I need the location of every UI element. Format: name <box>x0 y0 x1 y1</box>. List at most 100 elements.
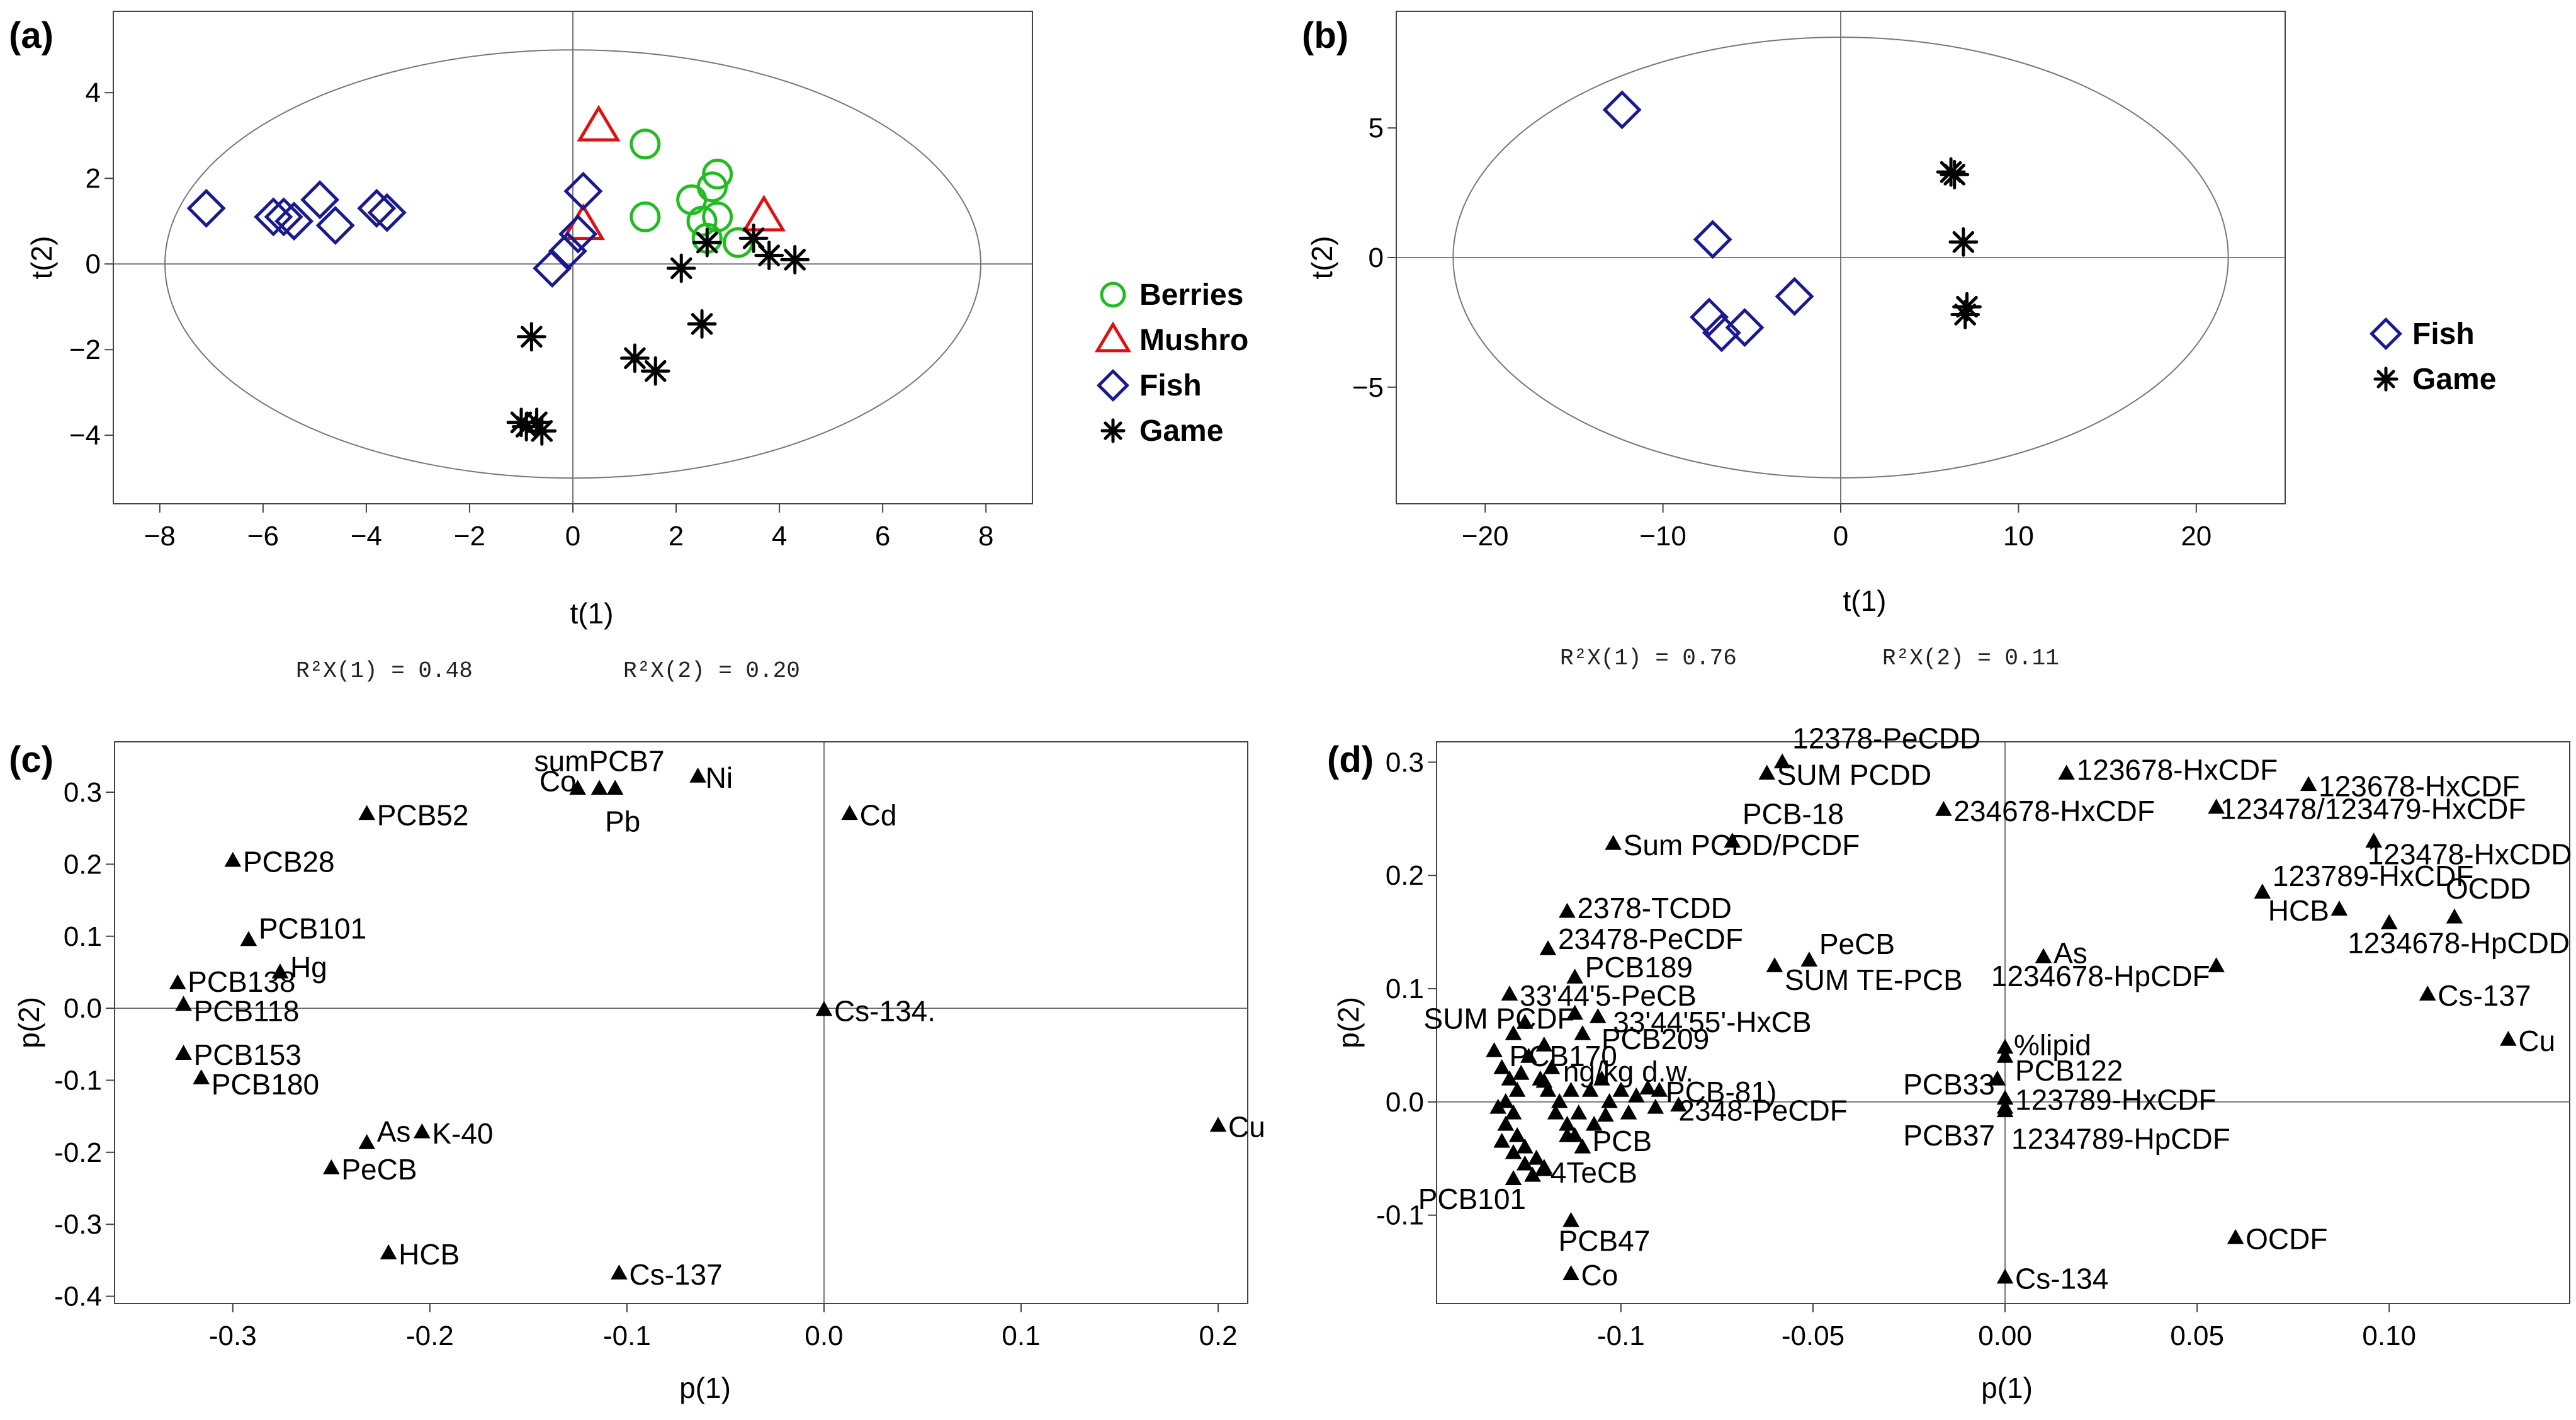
y-tick-label: 4 <box>86 77 101 108</box>
legend-marker-game <box>2373 366 2398 392</box>
hotelling-ellipse <box>1452 37 2229 479</box>
loading-point <box>1539 940 1557 955</box>
loading-point-label: 1234678-HpCDF <box>1991 960 2210 992</box>
x-tick-label: -0.1 <box>1597 1321 1645 1351</box>
loading-point-label: PCB <box>1592 1125 1652 1157</box>
panel-label: (a) <box>9 15 54 56</box>
panel-label: (b) <box>1302 15 1348 56</box>
legend-marker-fish <box>1096 368 1130 402</box>
star-stroke <box>1954 304 1976 326</box>
loading-point-unlabeled <box>1597 1106 1614 1122</box>
loading-point <box>1989 1070 2006 1086</box>
point-game <box>640 356 670 386</box>
loading-point-unlabeled <box>1517 1155 1534 1171</box>
y-axis-label: p(2) <box>1332 997 1365 1048</box>
x-tick-label: 10 <box>2003 521 2034 552</box>
loading-point <box>1800 951 1818 967</box>
loading-point <box>1605 834 1622 850</box>
loading-point-label: 4TeCB <box>1551 1156 1637 1189</box>
x-tick-label: 6 <box>875 521 890 552</box>
variance-explained-text: R²X(2) = 0.11 <box>1882 645 2059 671</box>
loading-point-label: 234678-HxCDF <box>1953 795 2155 827</box>
x-tick-label: −20 <box>1462 521 1509 552</box>
star-stroke <box>1952 231 1975 253</box>
loading-point <box>1670 1096 1687 1112</box>
variance-explained-text: R²X(1) = 0.48 <box>296 658 473 684</box>
loading-point <box>1209 1116 1227 1132</box>
star-stroke <box>742 227 765 249</box>
loading-point <box>380 1244 397 1259</box>
loading-point <box>611 1264 628 1280</box>
loading-point-label: PCB180 <box>212 1068 319 1101</box>
loading-point <box>1486 1042 1503 1057</box>
loading-point-unlabeled <box>1524 1166 1541 1182</box>
panel-b-scores-plot: −20 −10 0 10 20 −5 0 5 t(1) t(2) (b) R²X(1) = 0.76 R… <box>1302 11 2496 671</box>
loading-point <box>1996 1102 2014 1118</box>
loading-point-unlabeled <box>1559 1115 1576 1131</box>
point-berries <box>630 128 661 160</box>
loading-point <box>1501 985 1518 1001</box>
loading-point <box>2446 908 2463 924</box>
point-game <box>1940 159 1970 190</box>
loading-point-label: HCB <box>398 1238 460 1271</box>
x-tick-label: 8 <box>978 521 993 552</box>
loading-point-unlabeled <box>1505 1104 1522 1120</box>
loading-point-unlabeled <box>1581 1081 1599 1097</box>
loading-point <box>1562 1265 1579 1281</box>
loading-point <box>323 1159 340 1174</box>
loading-point-label: Cu <box>1228 1111 1265 1144</box>
y-tick-label: 0.2 <box>1386 860 1424 891</box>
point-berries <box>630 201 661 232</box>
y-tick-label: 5 <box>1369 113 1384 144</box>
star-stroke <box>521 326 543 348</box>
loading-point-label: PeCB <box>1819 928 1895 960</box>
loading-point <box>1996 1268 2014 1284</box>
loading-point-label: As <box>377 1115 411 1148</box>
point-game <box>754 241 784 270</box>
point-fish <box>300 180 340 220</box>
legend-marker-mushro <box>1094 321 1132 353</box>
loading-point-label: PCB189 <box>1585 951 1693 984</box>
point-fish <box>533 248 572 288</box>
loading-point-label: OCDD <box>2446 872 2531 905</box>
loading-point <box>240 931 257 946</box>
y-tick-label: 0 <box>86 249 101 280</box>
point-game <box>1950 300 1980 329</box>
legend-label: Mushro <box>1139 324 1248 357</box>
loading-point <box>1724 832 1741 848</box>
loading-point <box>1559 1127 1576 1142</box>
loading-point-unlabeled <box>1493 1132 1511 1148</box>
point-berries <box>702 201 733 232</box>
loading-point <box>175 996 192 1011</box>
loading-point-label: 123789-HxCDF <box>2273 860 2474 892</box>
legend-marker-game <box>1100 418 1126 443</box>
y-tick-label: 0.0 <box>64 993 102 1024</box>
panel-a-scores-plot: −8 −6 −4 −2 0 2 4 6 8 −4 −2 0 2 4 t(1) t(2) (a) R²X(1) = … <box>9 11 1248 684</box>
loading-point <box>2380 914 2398 929</box>
legend-marker-fish <box>2369 317 2403 351</box>
loading-point-unlabeled <box>1493 1059 1511 1074</box>
x-tick-label: 0.00 <box>1978 1321 2032 1351</box>
point-berries <box>722 227 754 258</box>
x-tick-label: −8 <box>144 521 176 552</box>
loading-point-unlabeled <box>1489 1098 1506 1114</box>
loading-point <box>358 1133 375 1149</box>
loading-point-label: OCDF <box>2246 1223 2327 1256</box>
loading-point <box>590 780 608 795</box>
loading-point-label: 23478-PeCDF <box>1558 923 1743 955</box>
loading-point-label: 2348-PeCDF <box>1678 1094 1847 1127</box>
x-tick-label: 0.05 <box>2170 1321 2224 1351</box>
y-tick-label: −4 <box>69 420 101 451</box>
loading-point-label: SUM PCDD <box>1777 758 1931 791</box>
star-stroke <box>526 411 548 434</box>
loading-point-label: Pb <box>605 805 640 838</box>
loading-point-label: 123478/123479-HxCDF <box>2220 792 2526 825</box>
loading-point-label: Hg <box>290 951 327 984</box>
x-tick-label: 0 <box>1833 521 1848 552</box>
point-game <box>620 343 650 373</box>
loading-point-label: PCB-81) <box>1666 1076 1777 1108</box>
hotelling-ellipse <box>164 49 981 479</box>
loading-point-label: sumPCB7 <box>534 744 665 777</box>
loading-point-label: SUM PCDF <box>1423 1003 1574 1035</box>
